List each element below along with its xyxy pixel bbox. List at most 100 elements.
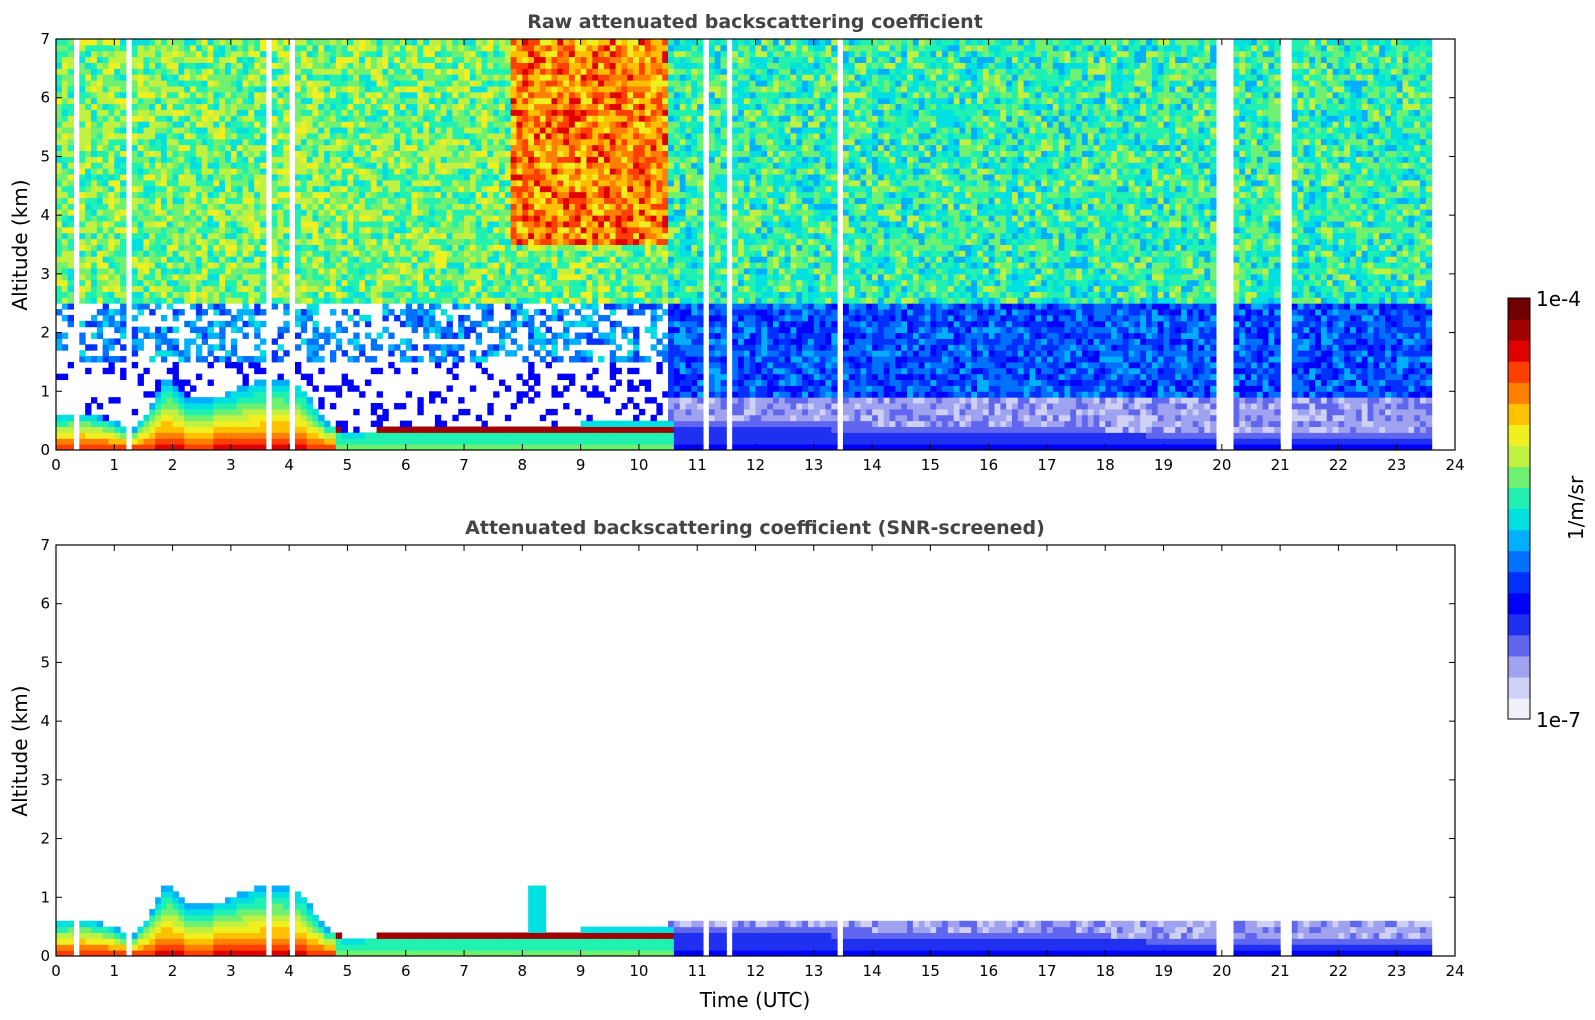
heat-cell bbox=[446, 150, 453, 157]
heat-cell bbox=[160, 444, 168, 450]
heat-cell bbox=[201, 68, 209, 75]
heat-cell bbox=[376, 97, 383, 105]
heat-cell bbox=[516, 438, 523, 445]
heat-cell bbox=[85, 444, 92, 450]
heat-cell bbox=[417, 256, 424, 263]
heat-cell bbox=[213, 279, 220, 287]
heat-cell bbox=[499, 338, 506, 345]
heat-cell bbox=[260, 420, 267, 428]
heat-cell bbox=[230, 97, 238, 105]
heat-cell bbox=[394, 291, 401, 298]
heat-cell bbox=[563, 56, 570, 63]
heat-cell bbox=[446, 174, 453, 181]
heat-cell bbox=[79, 444, 86, 450]
heat-cell bbox=[481, 256, 488, 263]
heat-cell bbox=[574, 426, 582, 433]
heat-cell bbox=[201, 80, 209, 87]
heat-cell bbox=[487, 44, 494, 52]
heat-cell bbox=[574, 91, 582, 99]
heat-cell bbox=[90, 156, 98, 163]
heat-cell bbox=[114, 132, 121, 140]
heat-cell bbox=[312, 138, 319, 146]
heat-cell bbox=[172, 215, 179, 222]
heat-cell bbox=[493, 80, 500, 87]
heat-cell bbox=[172, 273, 179, 281]
heat-cell bbox=[184, 350, 191, 357]
heat-cell bbox=[399, 250, 407, 257]
heat-cell bbox=[557, 273, 564, 281]
heat-cell bbox=[172, 361, 179, 369]
heat-cell bbox=[411, 291, 418, 298]
heat-cell bbox=[248, 397, 255, 404]
heat-cell bbox=[545, 50, 552, 58]
heat-cell bbox=[510, 85, 518, 93]
heat-cell bbox=[394, 314, 401, 322]
heat-cell bbox=[533, 191, 541, 199]
heat-cell bbox=[201, 85, 209, 93]
heat-cell bbox=[254, 438, 261, 445]
heat-cell bbox=[353, 39, 360, 46]
heat-cell bbox=[545, 432, 552, 439]
heat-cell bbox=[533, 203, 541, 210]
heat-cell bbox=[347, 74, 354, 81]
heat-cell bbox=[190, 62, 197, 69]
heat-cell bbox=[434, 138, 442, 146]
heat-cell bbox=[370, 144, 378, 152]
heat-cell bbox=[318, 403, 325, 410]
heat-cell bbox=[143, 291, 150, 298]
heat-cell bbox=[90, 127, 98, 134]
heat-cell bbox=[114, 438, 121, 445]
heat-cell bbox=[108, 191, 115, 199]
heat-cell bbox=[434, 132, 442, 140]
heat-cell bbox=[300, 103, 308, 110]
heat-cell bbox=[120, 291, 127, 298]
heat-cell bbox=[353, 144, 360, 152]
heat-cell bbox=[225, 273, 232, 281]
heat-cell bbox=[440, 121, 448, 128]
heat-cell bbox=[254, 156, 261, 163]
heat-cell bbox=[166, 244, 174, 251]
heat-cell bbox=[481, 309, 488, 316]
heat-cell bbox=[557, 203, 564, 210]
heat-cell bbox=[557, 244, 564, 251]
heat-cell bbox=[434, 244, 442, 251]
heat-cell bbox=[155, 338, 162, 345]
heat-cell bbox=[283, 115, 290, 122]
heat-cell bbox=[96, 132, 104, 140]
heat-cell bbox=[172, 314, 179, 322]
heat-cell bbox=[190, 50, 197, 58]
heat-cell bbox=[563, 309, 570, 316]
heat-cell bbox=[382, 138, 389, 146]
heat-cell bbox=[56, 191, 63, 199]
heat-cell bbox=[545, 168, 552, 175]
heat-cell bbox=[96, 203, 104, 210]
heat-cell bbox=[446, 97, 453, 105]
heat-cell bbox=[242, 138, 249, 146]
heat-cell bbox=[260, 379, 267, 386]
heat-cell bbox=[120, 56, 127, 63]
heat-cell bbox=[155, 391, 162, 398]
heat-cell bbox=[370, 244, 378, 251]
heat-cell bbox=[312, 150, 319, 157]
heat-cell bbox=[137, 50, 144, 58]
heat-cell bbox=[434, 332, 442, 339]
heat-cell bbox=[230, 285, 238, 292]
heat-cell bbox=[207, 39, 214, 46]
heat-cell bbox=[61, 303, 69, 310]
heat-cell bbox=[382, 267, 389, 275]
heat-cell bbox=[499, 221, 506, 228]
heat-cell bbox=[388, 244, 395, 251]
heat-cell bbox=[207, 185, 214, 193]
heat-cell bbox=[353, 221, 360, 228]
heat-cell bbox=[254, 262, 261, 269]
heat-cell bbox=[213, 408, 220, 416]
heat-cell bbox=[382, 221, 389, 228]
heat-cell bbox=[318, 121, 325, 128]
heat-cell bbox=[458, 297, 465, 304]
heat-cell bbox=[114, 62, 121, 69]
heat-cell bbox=[493, 85, 500, 93]
heat-cell bbox=[201, 121, 209, 128]
heat-cell bbox=[405, 221, 413, 228]
heat-cell bbox=[458, 444, 465, 450]
heat-cell bbox=[411, 320, 418, 328]
